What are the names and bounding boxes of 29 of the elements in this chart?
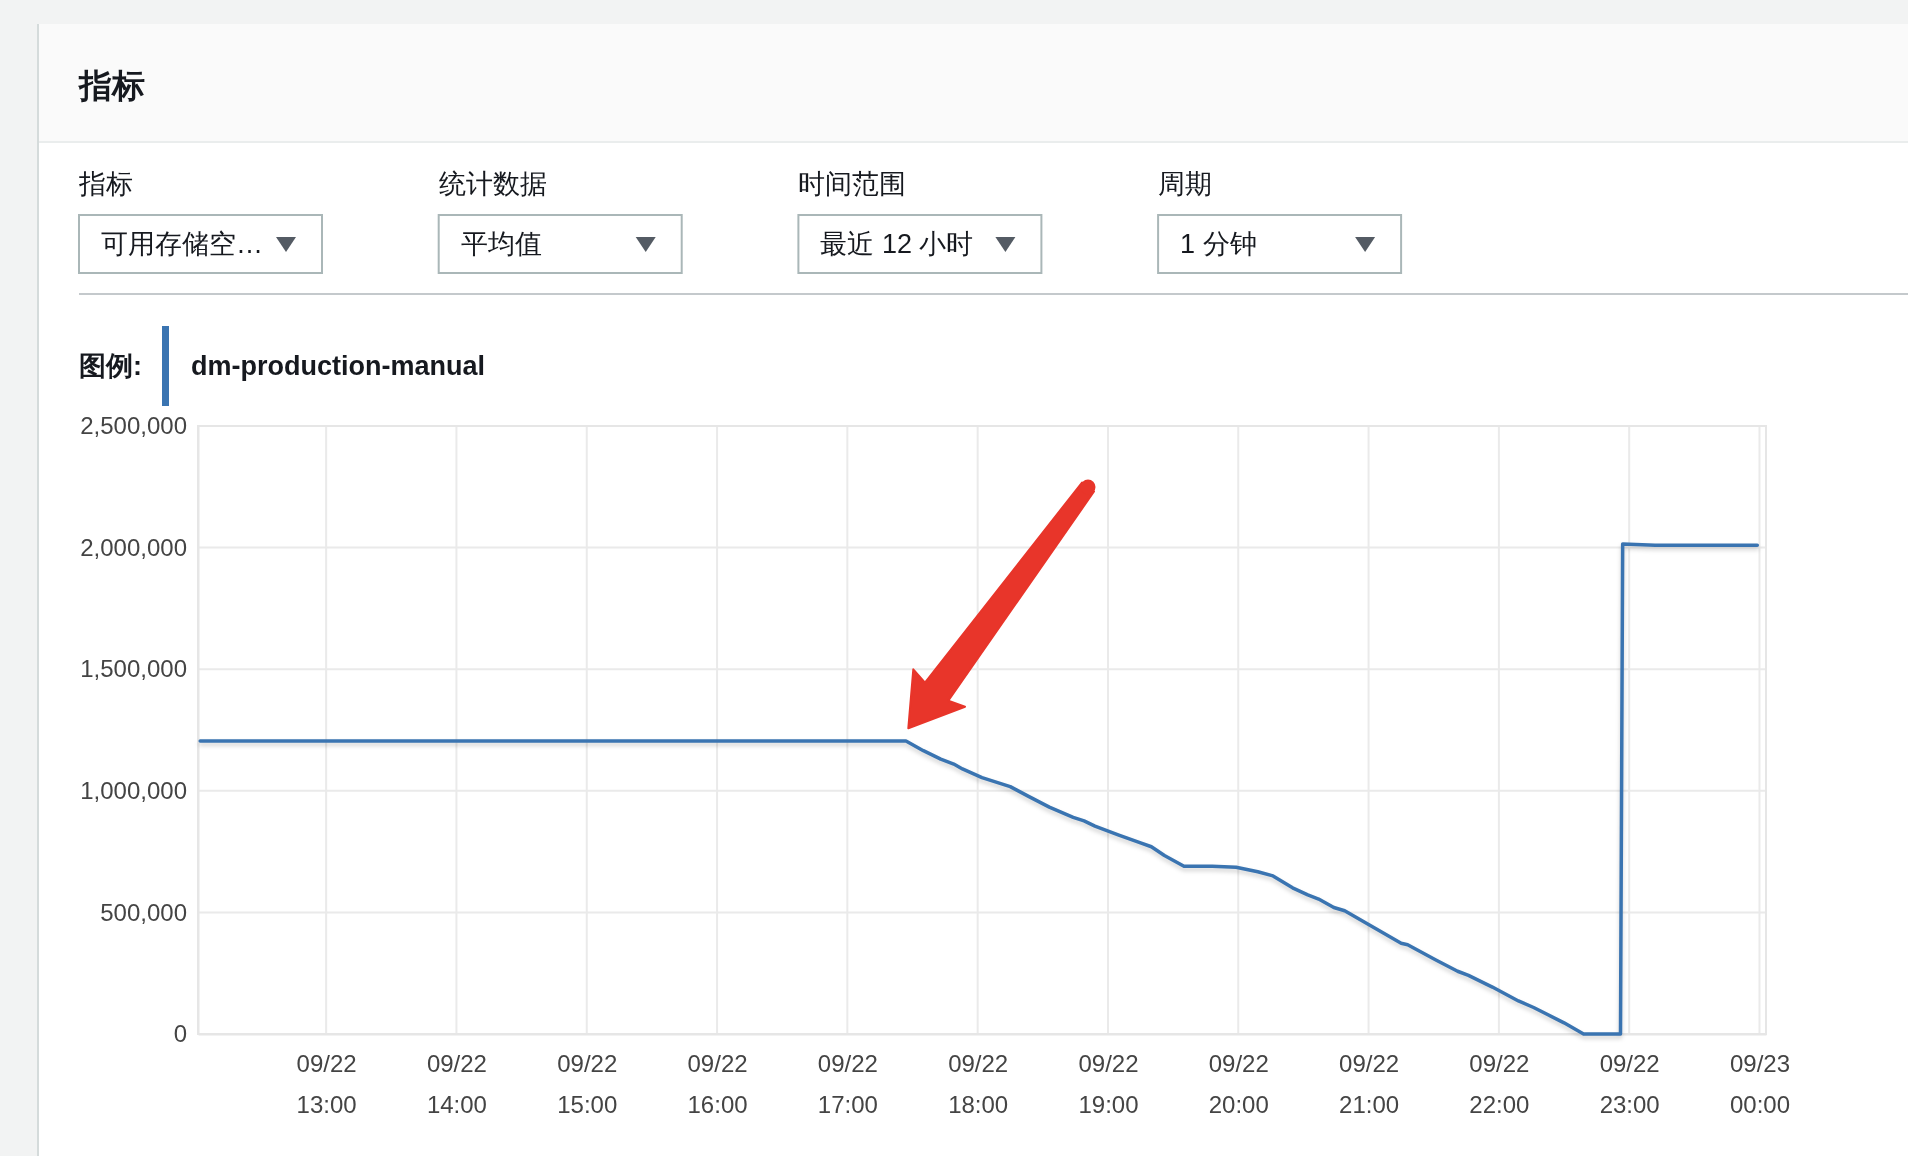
dropdown: 平均值 xyxy=(437,214,683,274)
x-tick-label: 09/22 13:00 xyxy=(296,1049,357,1118)
y-tick-label: 500,000 xyxy=(100,898,187,926)
x-tick-label: 09/22 21:00 xyxy=(1339,1049,1400,1118)
y-tick-label: 0 xyxy=(173,1020,187,1048)
text: 时间范围 xyxy=(798,169,907,199)
dropdown: 可用存储空… xyxy=(78,214,323,274)
x-tick-label: 09/23 00:00 xyxy=(1729,1049,1791,1118)
x-tick-label: 09/22 16:00 xyxy=(687,1049,748,1118)
x-tick-label: 09/22 14:00 xyxy=(426,1049,487,1118)
y-tick-label: 1,000,000 xyxy=(80,776,187,804)
y-tick-label: 1,500,000 xyxy=(80,655,187,683)
x-tick-label: 09/22 18:00 xyxy=(948,1049,1009,1118)
text: 周期 xyxy=(1158,169,1213,199)
text: dm-production-manual xyxy=(191,351,485,381)
dropdown: 1 分钟 xyxy=(1157,214,1403,274)
legend-title: 图例: xyxy=(79,351,142,381)
dropdown: 最近 12 小时 xyxy=(797,214,1043,274)
chart-title: 指标 xyxy=(77,66,145,104)
x-tick-label: 09/22 20:00 xyxy=(1208,1049,1269,1118)
y-tick-label: 2,500,000 xyxy=(80,412,187,440)
x-tick-label: 09/22 23:00 xyxy=(1599,1049,1660,1118)
text: 统计数据 xyxy=(438,169,547,199)
x-tick-label: 09/22 17:00 xyxy=(817,1049,878,1118)
x-tick-label: 09/22 15:00 xyxy=(557,1049,618,1118)
y-tick-label: 2,000,000 xyxy=(80,533,187,561)
x-tick-label: 09/22 19:00 xyxy=(1078,1049,1139,1118)
x-tick-label: 09/22 22:00 xyxy=(1469,1049,1530,1118)
text: 指标 xyxy=(78,169,133,199)
